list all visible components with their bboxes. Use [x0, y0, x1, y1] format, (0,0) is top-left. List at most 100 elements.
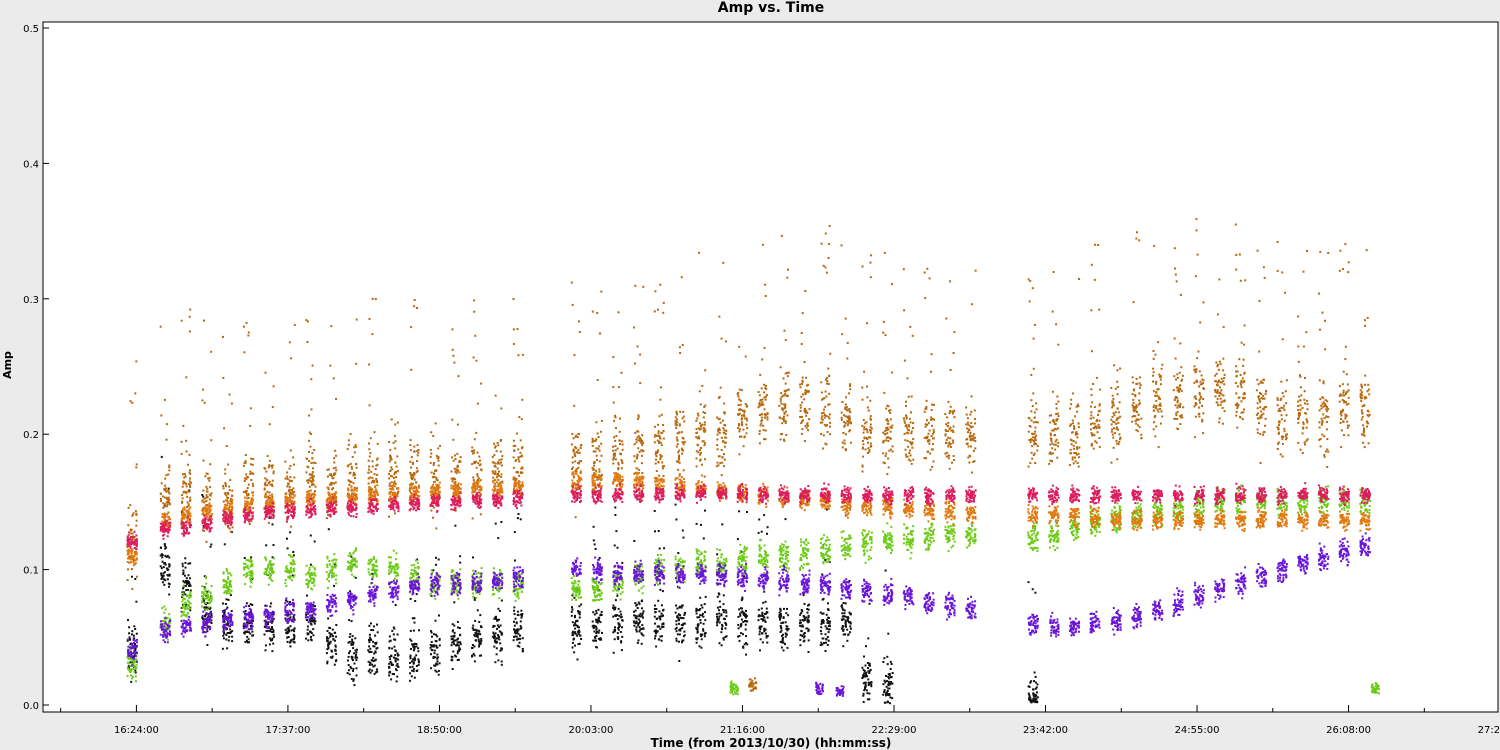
data-point-darkorange: [1112, 404, 1115, 407]
data-point-black: [392, 656, 395, 659]
data-point-darkorange: [1136, 411, 1138, 413]
data-point-darkorange: [1283, 427, 1286, 430]
data-point-darkorange: [700, 427, 703, 430]
data-point-darkorange: [494, 465, 497, 468]
data-point-darkorange: [591, 437, 594, 440]
data-point-black: [455, 644, 457, 647]
data-point-black: [388, 666, 391, 669]
data-point-black: [618, 623, 621, 626]
data-point-black: [160, 578, 163, 580]
data-point-darkorange: [1320, 404, 1323, 407]
data-point-black: [393, 673, 395, 676]
data-point-darkorange: [612, 456, 615, 459]
data-point-darkorange: [1258, 422, 1260, 425]
data-point-darkorange: [348, 483, 351, 486]
data-point-darkorange: [678, 461, 681, 464]
data-point-darkorange: [659, 398, 662, 401]
data-point-black: [501, 647, 503, 650]
data-point-darkorange: [699, 428, 701, 431]
data-point-black: [313, 622, 316, 625]
data-point-black: [473, 597, 476, 599]
data-point-darkorange: [1176, 401, 1179, 404]
data-point-darkorange: [889, 448, 892, 451]
data-point-black: [134, 669, 137, 672]
data-point-darkorange: [1200, 395, 1202, 398]
data-point-black: [766, 616, 769, 619]
data-point-darkorange: [129, 400, 132, 403]
data-point-black: [497, 659, 500, 662]
data-point-darkorange: [1259, 433, 1262, 435]
data-point-darkorange: [1154, 394, 1157, 397]
data-point-darkorange: [268, 423, 271, 426]
data-point-black: [350, 677, 353, 680]
data-point-black: [638, 626, 641, 629]
data-point-darkorange: [181, 501, 183, 504]
data-point-darkorange: [948, 443, 951, 446]
data-point-black: [678, 619, 680, 622]
data-point-black: [270, 621, 273, 624]
data-point-black: [434, 664, 437, 667]
data-point-darkorange: [805, 384, 808, 387]
data-point-darkorange: [373, 481, 376, 484]
data-point-black: [203, 598, 206, 601]
data-point-darkorange: [1098, 308, 1101, 311]
data-point-darkorange: [1262, 394, 1265, 397]
data-point-black: [352, 641, 355, 644]
data-point-darkorange: [1219, 381, 1222, 384]
data-point-darkorange: [1322, 380, 1325, 383]
data-point-darkorange: [1140, 437, 1143, 440]
data-point-black: [477, 638, 480, 641]
data-point-darkorange: [1217, 404, 1219, 407]
data-point-darkorange: [945, 423, 947, 426]
data-point-darkorange: [1030, 373, 1033, 376]
data-point-darkorange: [1280, 418, 1283, 421]
data-point-black: [635, 621, 638, 624]
data-point-black: [288, 601, 291, 603]
data-point-darkorange: [311, 471, 314, 474]
data-point-darkorange: [869, 261, 872, 264]
data-point-darkorange: [948, 427, 951, 430]
data-point-darkorange: [868, 449, 871, 452]
data-point-black: [597, 637, 600, 640]
data-point-black: [886, 700, 889, 703]
data-point-black: [180, 511, 183, 513]
data-point-darkorange: [164, 514, 167, 517]
data-point-darkorange: [1242, 364, 1245, 367]
data-point-black: [373, 625, 375, 628]
data-point-darkorange: [477, 477, 480, 480]
data-point-darkorange: [849, 429, 851, 432]
data-point-darkorange: [1179, 293, 1182, 296]
data-point-darkorange: [1195, 370, 1198, 373]
data-point-darkorange: [869, 417, 872, 420]
data-point-darkorange: [1327, 450, 1330, 453]
data-point-darkorange: [1181, 416, 1184, 419]
data-point-darkorange: [289, 489, 292, 492]
data-point-darkorange: [190, 481, 192, 484]
data-point-darkorange: [1299, 386, 1302, 389]
data-point-darkorange: [952, 412, 954, 415]
data-point-black: [329, 633, 332, 636]
data-point-black: [758, 614, 761, 617]
data-point-darkorange: [165, 501, 168, 504]
data-point-darkorange: [333, 461, 336, 464]
data-point-darkorange: [1236, 405, 1239, 408]
data-point-darkorange: [1095, 419, 1098, 421]
data-point-darkorange: [1179, 404, 1181, 407]
data-point-darkorange: [1326, 400, 1329, 403]
data-point-darkorange: [1285, 379, 1288, 382]
data-point-black: [696, 625, 699, 628]
data-point-darkorange: [891, 283, 893, 286]
data-point-black: [374, 634, 377, 637]
data-point-darkorange: [1099, 388, 1102, 391]
data-point-darkorange: [716, 461, 719, 464]
data-point-darkorange: [131, 401, 134, 404]
data-point-darkorange: [621, 448, 624, 451]
data-point-darkorange: [785, 410, 787, 413]
data-point-darkorange: [821, 398, 823, 401]
data-point-darkorange: [781, 409, 784, 412]
data-point-black: [614, 599, 617, 602]
data-point-darkorange: [187, 490, 190, 493]
data-point-darkorange: [331, 477, 334, 480]
data-point-darkorange: [1306, 438, 1309, 441]
data-point-black: [577, 626, 580, 629]
